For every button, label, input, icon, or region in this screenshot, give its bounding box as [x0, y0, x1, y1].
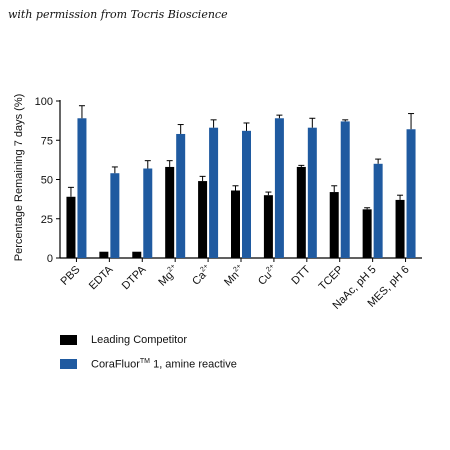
bar-corafluor: [176, 133, 186, 258]
bar-competitor: [329, 192, 339, 258]
y-tick-label: 0: [47, 253, 53, 265]
y-tick-label: 75: [41, 135, 53, 147]
bar-corafluor: [242, 130, 251, 258]
x-tick-label-text: TCEP: [317, 264, 346, 293]
x-tick-label: DTPA: [120, 263, 149, 292]
legend-item-corafluor: CoraFluorTM 1, amine reactive: [60, 357, 237, 371]
x-tick-label: TCEP: [317, 264, 346, 293]
y-tick-label: 50: [41, 175, 53, 187]
bar-corafluor: [307, 127, 317, 258]
legend-swatch-competitor: [60, 335, 77, 345]
bar-corafluor: [77, 118, 87, 259]
bar-competitor: [296, 166, 306, 258]
bar-competitor: [66, 196, 76, 258]
bar-corafluor: [209, 127, 219, 258]
bar-corafluor: [340, 121, 350, 258]
legend-label-corafluor: CoraFluorTM 1, amine reactive: [91, 358, 237, 371]
bar-competitor: [165, 166, 175, 258]
x-tick-label-superscript: 2+: [199, 263, 210, 274]
x-tick-label-superscript: 2+: [166, 263, 177, 274]
y-axis-label: Percentage Remaining 7 days (%): [13, 94, 25, 262]
bar-corafluor: [406, 129, 416, 258]
x-tick-label-superscript: 2+: [232, 263, 243, 274]
bar-corafluor: [373, 163, 383, 258]
x-tick-label-text: PBS: [59, 264, 83, 288]
x-tick-label: Cu2+: [255, 263, 280, 288]
bar-corafluor: [274, 118, 284, 259]
x-tick-label-text: DTPA: [120, 263, 149, 292]
legend-label-corafluor-main: CoraFluor: [91, 358, 140, 371]
x-tick-label-text: EDTA: [87, 263, 116, 292]
x-tick-label: Mn2+: [221, 263, 247, 289]
legend-label-corafluor-tm: TM: [139, 357, 151, 365]
bar-competitor: [99, 251, 109, 258]
x-tick-label: Mg2+: [156, 263, 182, 289]
bar-competitor: [362, 209, 372, 258]
x-tick-label: Ca2+: [189, 263, 214, 288]
legend-item-competitor: Leading Competitor: [60, 333, 187, 347]
bar-competitor: [132, 251, 142, 258]
bar-corafluor: [110, 173, 120, 258]
x-tick-label-text: DTT: [289, 263, 313, 287]
bar-competitor: [231, 190, 240, 258]
y-tick-label: 25: [41, 214, 53, 226]
x-tick-label: PBS: [59, 264, 83, 288]
credit-text: with permission from Tocris Bioscience: [8, 8, 228, 21]
x-tick-label: DTT: [289, 263, 313, 287]
bar-competitor: [198, 181, 208, 258]
legend-swatch-corafluor: [60, 359, 77, 369]
legend-label-competitor: Leading Competitor: [91, 334, 188, 346]
x-tick-label: EDTA: [87, 263, 116, 292]
y-tick-label: 100: [35, 96, 53, 108]
legend-label-corafluor-rest: 1, amine reactive: [150, 358, 237, 371]
x-tick-label-superscript: 2+: [265, 263, 276, 274]
bar-competitor: [263, 195, 273, 258]
bar-competitor: [395, 199, 405, 258]
bar-corafluor: [143, 168, 153, 258]
